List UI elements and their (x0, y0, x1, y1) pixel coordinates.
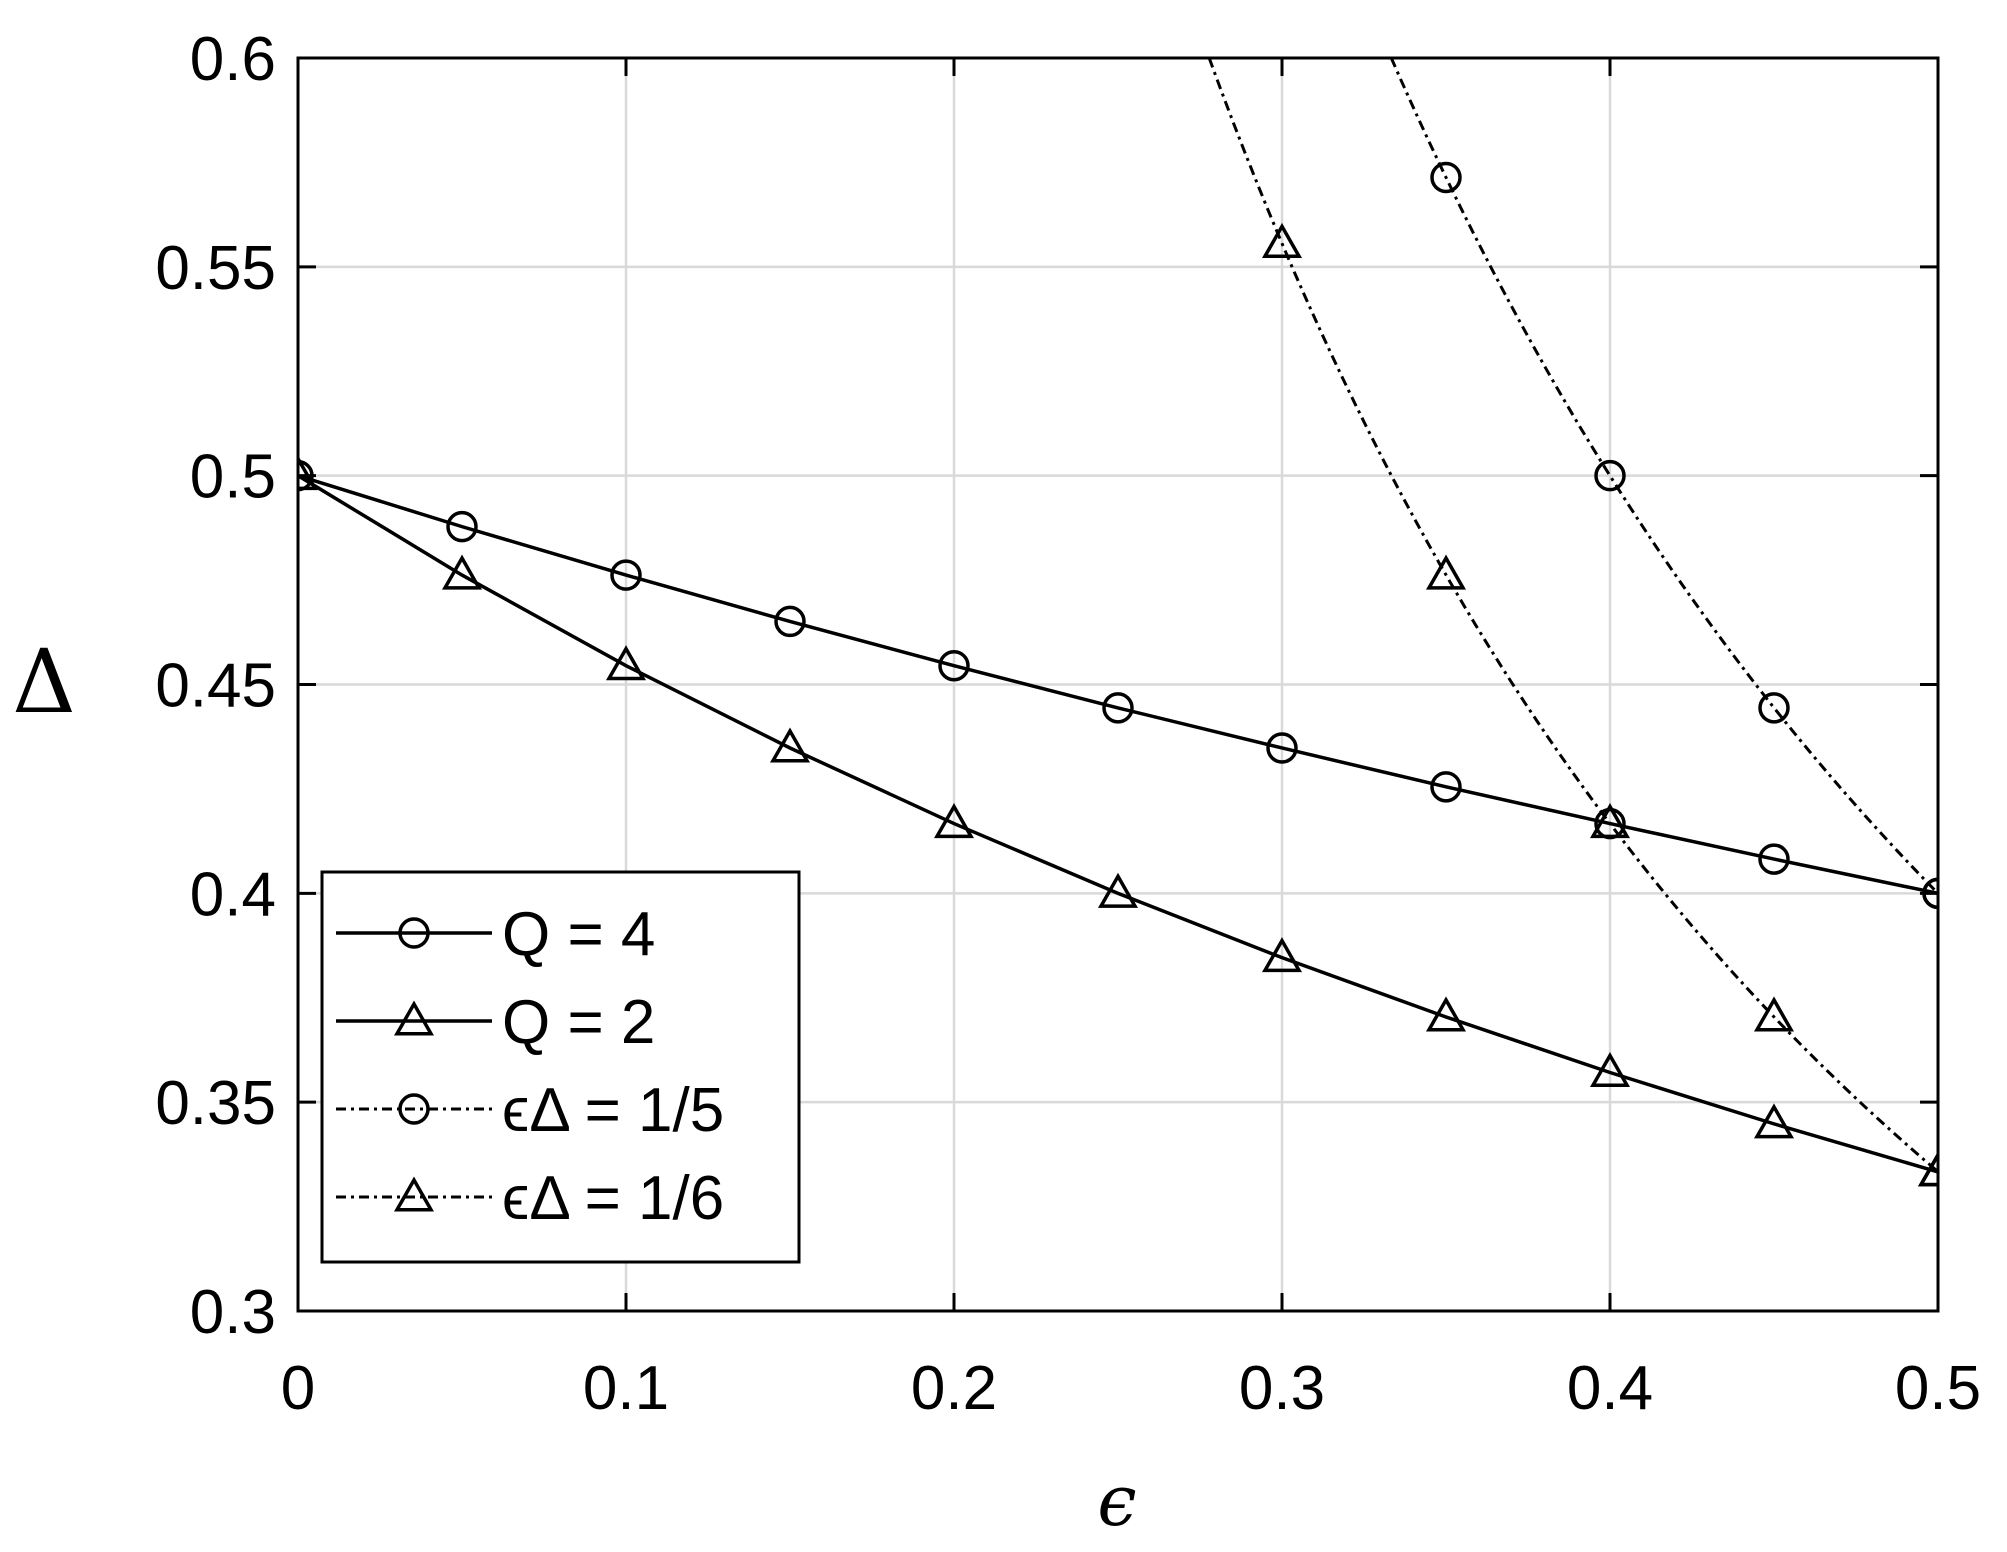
x-axis-label: ϵ (1097, 1460, 1136, 1542)
data-point (446, 510, 478, 543)
data-point (1261, 937, 1303, 973)
data-point (1589, 803, 1631, 839)
data-point (441, 554, 483, 590)
data-point (1753, 1103, 1795, 1139)
data-point (1425, 554, 1467, 590)
data-point (610, 559, 642, 591)
data-point (1261, 222, 1303, 258)
legend-marker (393, 1000, 435, 1036)
y-tick-label: 0.3 (190, 1278, 276, 1347)
data-point (1917, 1151, 1938, 1187)
series-line (298, 474, 1938, 1174)
y-tick-label: 0.55 (155, 234, 276, 303)
data-point (1266, 732, 1298, 764)
legend-marker (398, 917, 430, 949)
data-point (1425, 996, 1467, 1032)
data-point (769, 727, 811, 763)
legend-label: ϵΔ = 1/5 (502, 1076, 724, 1145)
x-tick-label: 0.3 (1239, 1354, 1325, 1423)
series-line (1389, 58, 1938, 895)
legend: Q = 4 Q = 2 ϵΔ = 1/5 ϵΔ = 1/6 (320, 870, 801, 1264)
data-point (1430, 161, 1462, 194)
y-tick-label: 0.45 (155, 652, 276, 721)
data-point (1758, 692, 1790, 724)
data-point (605, 645, 647, 681)
legend-label: ϵΔ = 1/6 (502, 1164, 724, 1233)
data-point (1594, 459, 1626, 492)
x-tick-label: 0.5 (1895, 1354, 1981, 1423)
tick-labels: 0 0.1 0.2 0.3 0.4 0.5 0.3 0.35 0.4 0.45 0.5 0.55 0.6 (155, 25, 1981, 1423)
data-point (1097, 872, 1139, 908)
data-point (298, 455, 319, 491)
data-point (1758, 843, 1790, 875)
series-line (298, 473, 1938, 896)
x-tick-label: 0.4 (1567, 1354, 1653, 1423)
y-tick-label: 0.4 (190, 860, 276, 929)
legend-marker (398, 1093, 430, 1125)
x-tick-label: 0.2 (911, 1354, 997, 1423)
data-point (1102, 692, 1134, 724)
data-point (1753, 996, 1795, 1032)
y-axis-label: Δ (12, 630, 76, 733)
legend-label: Q = 2 (502, 988, 655, 1057)
data-point (1589, 1051, 1631, 1088)
legend-label: Q = 4 (502, 900, 655, 969)
data-point (933, 803, 975, 839)
data-point (1430, 771, 1462, 803)
data-point (938, 649, 970, 682)
y-tick-label: 0.5 (190, 443, 276, 512)
y-tick-label: 0.35 (155, 1069, 276, 1138)
x-tick-label: 0 (281, 1354, 315, 1423)
data-point (774, 605, 806, 638)
x-tick-label: 0.1 (583, 1354, 669, 1423)
plot-area (298, 58, 1938, 1187)
ticks (296, 56, 1940, 1313)
legend-marker (393, 1176, 435, 1212)
y-tick-label: 0.6 (190, 25, 276, 94)
series-line (1207, 58, 1938, 1173)
